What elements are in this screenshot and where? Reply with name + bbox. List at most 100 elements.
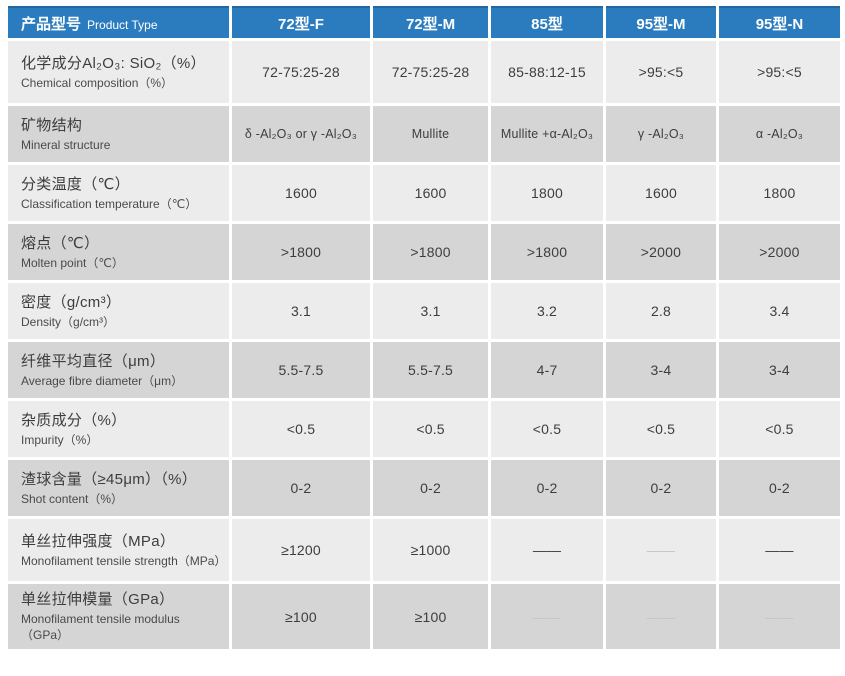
value-cell: ≥100 bbox=[373, 584, 489, 649]
row-label: 矿物结构 Mineral structure bbox=[8, 106, 229, 162]
row-label: 杂质成分（%） Impurity（%） bbox=[8, 401, 229, 457]
header-col-95m: 95型-M bbox=[606, 6, 716, 38]
value-cell: <0.5 bbox=[606, 401, 716, 457]
value-cell: 3.2 bbox=[491, 283, 603, 339]
value-cell: —— bbox=[718, 519, 840, 581]
value-cell: —— bbox=[491, 584, 603, 649]
value-cell: Mullite +α-Al₂O₃ bbox=[491, 106, 603, 162]
header-col-72m: 72型-M bbox=[373, 6, 489, 38]
table-row-classification-temperature: 分类温度（℃） Classification temperature（℃） 16… bbox=[8, 165, 840, 221]
value-cell: >2000 bbox=[606, 224, 716, 280]
value-cell: <0.5 bbox=[491, 401, 603, 457]
value-cell: <0.5 bbox=[231, 401, 371, 457]
value-cell: 5.5-7.5 bbox=[373, 342, 489, 398]
table-row-shot-content: 渣球含量（≥45μm）（%） Shot content（%） 0-2 0-2 0… bbox=[8, 460, 840, 516]
value-cell: >2000 bbox=[718, 224, 840, 280]
value-cell: —— bbox=[718, 584, 840, 649]
row-label-zh: 渣球含量（≥45μm）（%） bbox=[21, 470, 198, 488]
value-cell: 1800 bbox=[491, 165, 603, 221]
value-cell: >95:<5 bbox=[606, 41, 716, 103]
value-cell: 0-2 bbox=[606, 460, 716, 516]
value-cell: α -Al₂O₃ bbox=[718, 106, 840, 162]
row-label-zh: 矿物结构 bbox=[21, 116, 83, 134]
header-product-type: 产品型号 Product Type bbox=[8, 6, 229, 38]
value-cell: >95:<5 bbox=[718, 41, 840, 103]
value-cell: >1800 bbox=[231, 224, 371, 280]
row-label-zh: 单丝拉伸强度（MPa） bbox=[21, 532, 176, 550]
value-cell: —— bbox=[491, 519, 603, 581]
value-cell: >1800 bbox=[491, 224, 603, 280]
row-label-en: Monofilament tensile modulus（GPa） bbox=[21, 612, 180, 642]
value-cell: 3-4 bbox=[718, 342, 840, 398]
table-row-monofilament-tensile-strength: 单丝拉伸强度（MPa） Monofilament tensile strengt… bbox=[8, 519, 840, 581]
value-cell: ≥1200 bbox=[231, 519, 371, 581]
table-row-mineral-structure: 矿物结构 Mineral structure δ -Al₂O₃ or γ -Al… bbox=[8, 106, 840, 162]
value-cell: ≥100 bbox=[231, 584, 371, 649]
value-cell: 3-4 bbox=[606, 342, 716, 398]
row-label: 纤维平均直径（μm） Average fibre diameter（μm） bbox=[8, 342, 229, 398]
table-row-monofilament-tensile-modulus: 单丝拉伸模量（GPa） Monofilament tensile modulus… bbox=[8, 584, 840, 649]
value-cell: γ -Al₂O₃ bbox=[606, 106, 716, 162]
row-label-zh: 密度（g/cm³） bbox=[21, 293, 122, 311]
header-col-85: 85型 bbox=[491, 6, 603, 38]
value-cell: <0.5 bbox=[373, 401, 489, 457]
value-cell: 72-75:25-28 bbox=[373, 41, 489, 103]
value-cell: 0-2 bbox=[231, 460, 371, 516]
value-cell: Mullite bbox=[373, 106, 489, 162]
row-label-en: Density（g/cm³） bbox=[21, 314, 116, 329]
header-col-95n: 95型-N bbox=[718, 6, 840, 38]
value-cell: 3.4 bbox=[718, 283, 840, 339]
value-cell: <0.5 bbox=[718, 401, 840, 457]
row-label-en: Chemical composition（%） bbox=[21, 75, 174, 90]
row-label-en: Mineral structure bbox=[21, 137, 111, 152]
row-label-zh: 单丝拉伸模量（GPa） bbox=[21, 591, 175, 608]
row-label: 渣球含量（≥45μm）（%） Shot content（%） bbox=[8, 460, 229, 516]
row-label-en: Monofilament tensile strength（MPa） bbox=[21, 553, 227, 568]
value-cell: 0-2 bbox=[373, 460, 489, 516]
value-cell: ≥1000 bbox=[373, 519, 489, 581]
value-cell: —— bbox=[606, 584, 716, 649]
row-label-zh: 分类温度（℃） bbox=[21, 175, 130, 193]
row-label: 单丝拉伸强度（MPa） Monofilament tensile strengt… bbox=[8, 519, 229, 581]
row-label-zh: 化学成分Al₂O₃: SiO₂（%） bbox=[21, 54, 206, 72]
value-cell: —— bbox=[606, 519, 716, 581]
product-spec-table: 产品型号 Product Type 72型-F 72型-M 85型 95型-M 9… bbox=[5, 3, 843, 652]
table-row-molten-point: 熔点（℃） Molten point（℃） >1800 >1800 >1800 … bbox=[8, 224, 840, 280]
row-label: 熔点（℃） Molten point（℃） bbox=[8, 224, 229, 280]
row-label: 单丝拉伸模量（GPa） Monofilament tensile modulus… bbox=[8, 584, 229, 649]
row-label-en: Average fibre diameter（μm） bbox=[21, 373, 184, 388]
table-row-impurity: 杂质成分（%） Impurity（%） <0.5 <0.5 <0.5 <0.5 … bbox=[8, 401, 840, 457]
row-label: 化学成分Al₂O₃: SiO₂（%） Chemical composition（… bbox=[8, 41, 229, 103]
value-cell: 72-75:25-28 bbox=[231, 41, 371, 103]
value-cell: 0-2 bbox=[718, 460, 840, 516]
value-cell: 4-7 bbox=[491, 342, 603, 398]
row-label-en: Shot content（%） bbox=[21, 491, 124, 506]
table-row-chemical-composition: 化学成分Al₂O₃: SiO₂（%） Chemical composition（… bbox=[8, 41, 840, 103]
value-cell: δ -Al₂O₃ or γ -Al₂O₃ bbox=[231, 106, 371, 162]
row-label: 分类温度（℃） Classification temperature（℃） bbox=[8, 165, 229, 221]
row-label-en: Molten point（℃） bbox=[21, 255, 124, 270]
value-cell: 1600 bbox=[606, 165, 716, 221]
value-cell: 3.1 bbox=[231, 283, 371, 339]
row-label-en: Impurity（%） bbox=[21, 432, 99, 447]
row-label-zh: 纤维平均直径（μm） bbox=[21, 352, 166, 370]
value-cell: 2.8 bbox=[606, 283, 716, 339]
value-cell: >1800 bbox=[373, 224, 489, 280]
header-product-type-en: Product Type bbox=[87, 17, 158, 32]
value-cell: 3.1 bbox=[373, 283, 489, 339]
value-cell: 1600 bbox=[373, 165, 489, 221]
header-col-72f: 72型-F bbox=[231, 6, 371, 38]
table-row-density: 密度（g/cm³） Density（g/cm³） 3.1 3.1 3.2 2.8… bbox=[8, 283, 840, 339]
row-label-zh: 熔点（℃） bbox=[21, 234, 100, 252]
row-label-en: Classification temperature（℃） bbox=[21, 196, 198, 211]
table-row-average-fibre-diameter: 纤维平均直径（μm） Average fibre diameter（μm） 5.… bbox=[8, 342, 840, 398]
row-label-zh: 杂质成分（%） bbox=[21, 411, 127, 429]
value-cell: 5.5-7.5 bbox=[231, 342, 371, 398]
value-cell: 85-88:12-15 bbox=[491, 41, 603, 103]
table-header-row: 产品型号 Product Type 72型-F 72型-M 85型 95型-M 9… bbox=[8, 6, 840, 38]
value-cell: 1600 bbox=[231, 165, 371, 221]
row-label: 密度（g/cm³） Density（g/cm³） bbox=[8, 283, 229, 339]
value-cell: 0-2 bbox=[491, 460, 603, 516]
value-cell: 1800 bbox=[718, 165, 840, 221]
